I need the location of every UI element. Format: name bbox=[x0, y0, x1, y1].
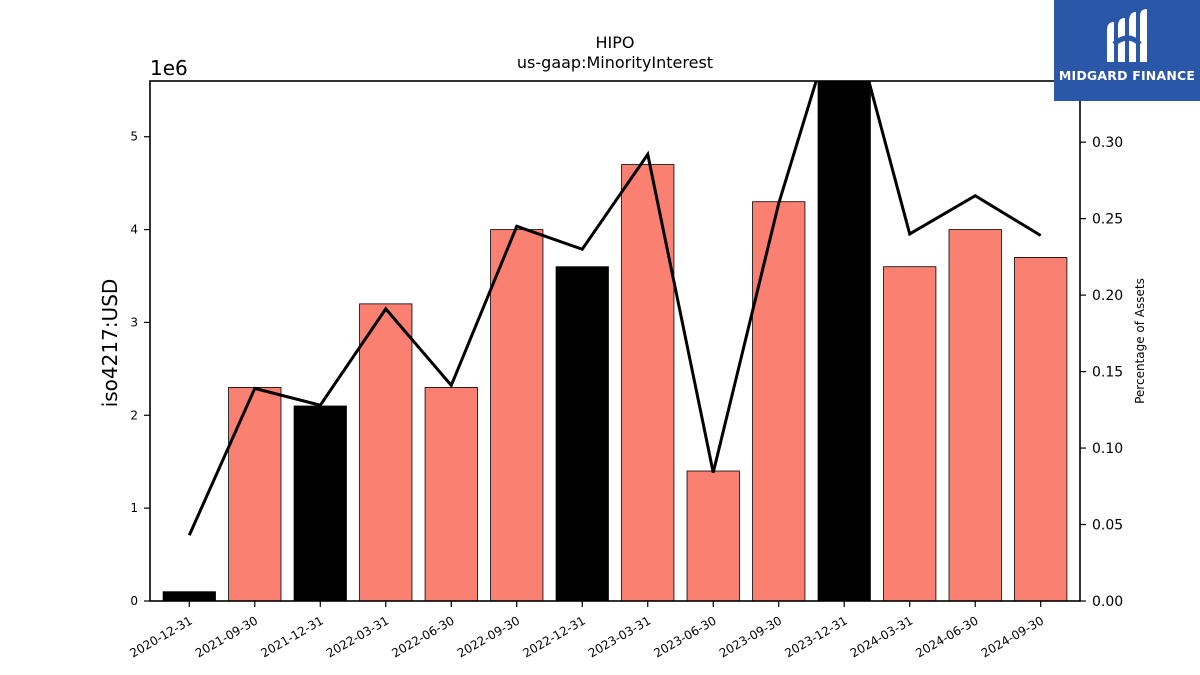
chart-title: HIPO bbox=[596, 33, 635, 52]
y-tick-label: 5 bbox=[130, 130, 138, 144]
x-tick-label: 2022-09-30 bbox=[455, 613, 522, 660]
x-tick-label: 2023-06-30 bbox=[651, 613, 718, 660]
y2-ticks: 0.00 0.05 0.10 0.15 0.20 0.25 0.30 bbox=[1080, 135, 1123, 610]
y-tick-label: 0 bbox=[130, 594, 138, 608]
bar-2021-09-30 bbox=[228, 387, 282, 602]
x-tick-label: 2024-06-30 bbox=[913, 613, 980, 660]
y2-tick-label: 0.05 bbox=[1092, 518, 1123, 534]
y-axis-label: iso4217:USD bbox=[98, 279, 122, 408]
x-tick-label: 2022-03-31 bbox=[324, 613, 391, 660]
chart-subtitle: us-gaap:MinorityInterest bbox=[517, 53, 713, 72]
bar-2024-06-30 bbox=[948, 229, 1002, 602]
x-tick-label: 2023-09-30 bbox=[717, 613, 784, 660]
y2-tick-label: 0.25 bbox=[1092, 212, 1123, 228]
y-scale-label: 1e6 bbox=[150, 56, 188, 80]
bar-2022-09-30 bbox=[490, 229, 544, 602]
bar-2023-06-30 bbox=[686, 470, 740, 602]
x-ticks: 2020-12-312021-09-302021-12-312022-03-31… bbox=[127, 601, 1046, 660]
midgard-finance-logo: MIDGARD FINANCE bbox=[1054, 0, 1200, 101]
bar-2022-12-31 bbox=[555, 266, 609, 602]
y2-tick-label: 0.00 bbox=[1092, 594, 1123, 610]
plot-border bbox=[149, 80, 1081, 602]
x-tick-label: 2021-09-30 bbox=[193, 613, 260, 660]
percentage-line bbox=[187, 81, 1042, 536]
bar-2023-03-31 bbox=[621, 164, 675, 602]
y2-tick-label: 0.20 bbox=[1092, 288, 1123, 304]
line-group bbox=[187, 81, 1042, 536]
y2-tick-label: 0.15 bbox=[1092, 365, 1123, 381]
y2-axis-label: Percentage of Assets bbox=[1133, 278, 1147, 404]
bar-2024-03-31 bbox=[883, 266, 937, 602]
y-ticks: 0 1 2 3 4 5 bbox=[130, 130, 150, 608]
bar-2024-09-30 bbox=[1014, 257, 1068, 602]
x-tick-label: 2021-12-31 bbox=[258, 613, 325, 660]
logo-text: MIDGARD FINANCE bbox=[1058, 68, 1196, 83]
bar-2020-12-31 bbox=[162, 591, 216, 602]
y2-tick-label: 0.10 bbox=[1092, 441, 1123, 457]
x-tick-label: 2022-12-31 bbox=[520, 613, 587, 660]
bar-2022-06-30 bbox=[424, 387, 478, 602]
x-tick-label: 2020-12-31 bbox=[127, 613, 194, 660]
bar-2022-03-31 bbox=[359, 303, 413, 602]
x-tick-label: 2023-12-31 bbox=[782, 613, 849, 660]
midgard-logo-icon bbox=[1107, 9, 1147, 62]
x-tick-label: 2024-03-31 bbox=[848, 613, 915, 660]
y2-tick-label: 0.30 bbox=[1092, 135, 1123, 151]
y-tick-label: 4 bbox=[130, 223, 138, 237]
plot-frame bbox=[149, 80, 1081, 602]
y-tick-label: 1 bbox=[130, 501, 138, 515]
x-tick-label: 2022-06-30 bbox=[389, 613, 456, 660]
x-tick-label: 2024-09-30 bbox=[979, 613, 1046, 660]
bar-2023-12-31 bbox=[817, 80, 871, 602]
x-tick-label: 2023-03-31 bbox=[586, 613, 653, 660]
bar-2021-12-31 bbox=[293, 405, 347, 602]
bars-group bbox=[162, 80, 1068, 602]
y-tick-label: 3 bbox=[130, 315, 138, 329]
y-tick-label: 2 bbox=[130, 408, 138, 422]
bar-2023-09-30 bbox=[752, 201, 806, 602]
